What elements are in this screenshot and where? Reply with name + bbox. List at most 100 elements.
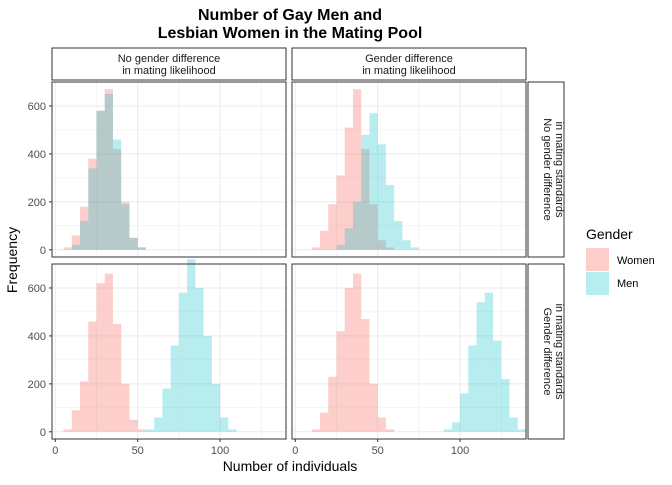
histogram-bar-men — [410, 247, 419, 250]
column-strip-label: in mating likelihood — [362, 65, 456, 77]
x-tick-label: 100 — [211, 445, 229, 457]
histogram-bar-men — [129, 237, 138, 250]
histogram-bar-women — [96, 110, 105, 250]
histogram-bar-men — [468, 345, 477, 432]
histogram-bar-women — [63, 429, 72, 432]
legend: Gender Women Men — [586, 226, 655, 295]
histogram-bar-men — [377, 144, 386, 250]
x-tick-label: 50 — [372, 445, 384, 457]
panel-border — [51, 81, 287, 258]
histogram-bar-women — [361, 149, 370, 250]
chart-title-line-1: Number of Gay Men and — [198, 7, 382, 24]
histogram-bar-men — [394, 221, 403, 250]
histogram-bar-men — [203, 335, 212, 432]
facet-panel: 0 200 400 600 — [28, 81, 287, 258]
histogram-bar-women — [336, 331, 345, 432]
histogram-bar-women — [121, 383, 130, 432]
chart-title-line-2: Lesbian Women in the Mating Pool — [158, 25, 423, 42]
histogram-bar-women — [129, 419, 138, 432]
row-strip-box — [527, 81, 565, 258]
histogram-bar-men — [501, 379, 510, 432]
histogram-bar-men — [220, 417, 229, 432]
facet-panel: 0 50 100 — [291, 263, 527, 457]
histogram-bar-women — [320, 230, 329, 250]
histogram-bar-men — [137, 247, 146, 250]
y-tick-label: 600 — [28, 101, 46, 113]
histogram-bar-men — [145, 429, 155, 432]
histogram-bar-men — [517, 429, 526, 432]
histogram-bar-women — [311, 247, 321, 250]
histogram-bar-women — [121, 201, 130, 250]
y-tick-label: 200 — [28, 197, 46, 209]
histogram-bar-women — [104, 89, 113, 250]
legend-key-women — [586, 248, 609, 271]
column-strip-label: No gender difference — [118, 53, 221, 65]
column-strip-label: Gender difference — [365, 53, 453, 65]
row-strip-box — [527, 263, 565, 440]
legend-label-men: Men — [617, 278, 638, 290]
column-strip-box — [291, 47, 527, 81]
histogram-bar-men — [211, 383, 221, 432]
histogram-bar-women — [311, 429, 321, 432]
histogram-bar-men — [385, 185, 395, 250]
histogram-bar-men — [187, 259, 196, 432]
histogram-bar-men — [361, 134, 370, 250]
histogram-bar-women — [80, 206, 89, 250]
histogram-bar-men — [460, 393, 469, 432]
histogram-bar-women — [96, 283, 105, 432]
histogram-bar-women — [112, 149, 122, 250]
histogram-bar-men — [71, 245, 81, 250]
panel-border — [291, 81, 527, 258]
histogram-bar-women — [63, 247, 72, 250]
histogram-bar-men — [112, 139, 122, 250]
y-tick-label: 0 — [40, 245, 46, 257]
row-strip-label: Gender difference — [541, 308, 553, 396]
legend-label-women: Women — [617, 255, 655, 267]
histogram-bar-men — [228, 429, 237, 432]
histogram-bar-men — [443, 429, 452, 432]
histogram-bar-women — [385, 247, 395, 250]
column-strip-label: in mating likelihood — [122, 65, 216, 77]
histogram-bar-women — [104, 273, 113, 432]
histogram-bar-men — [402, 240, 411, 250]
histogram-bar-women — [336, 175, 345, 250]
histogram-bar-men — [344, 228, 353, 250]
row-strip-label: No gender difference — [541, 118, 553, 221]
histogram-bar-men — [195, 287, 204, 432]
legend-title: Gender — [586, 226, 633, 242]
histogram-bar-women — [328, 376, 337, 432]
histogram-bar-men — [451, 422, 461, 432]
histogram-bar-women — [352, 273, 362, 432]
histogram-bar-men — [484, 292, 494, 432]
histogram-bar-women — [369, 383, 378, 432]
x-tick-label: 50 — [132, 445, 144, 457]
histogram-bar-women — [137, 429, 146, 432]
x-tick-label: 100 — [451, 445, 469, 457]
y-tick-label: 400 — [28, 149, 46, 161]
histogram-bar-women — [137, 247, 146, 250]
histogram-bar-women — [361, 319, 370, 432]
panel-border — [51, 263, 287, 440]
y-tick-label: 0 — [40, 427, 46, 439]
histogram-bar-women — [344, 287, 353, 432]
y-tick-label: 200 — [28, 379, 46, 391]
histogram-bar-women — [328, 204, 337, 250]
histogram-bar-women — [377, 240, 386, 250]
histogram-bar-men — [178, 292, 188, 432]
histogram-bar-men — [509, 417, 518, 432]
histogram-bar-women — [88, 158, 97, 250]
histogram-bar-men — [121, 204, 130, 250]
histogram-bar-men — [88, 168, 97, 250]
histogram-bar-men — [154, 417, 163, 432]
row-strip-label: in mating standards — [553, 122, 565, 218]
histogram-bar-men — [493, 340, 502, 432]
histogram-bar-women — [88, 321, 97, 432]
histogram-bar-women — [71, 410, 81, 432]
histogram-bar-women — [377, 417, 386, 432]
histogram-bar-women — [71, 235, 81, 250]
histogram-bar-men — [80, 221, 89, 250]
y-axis-label: Frequency — [4, 227, 20, 293]
